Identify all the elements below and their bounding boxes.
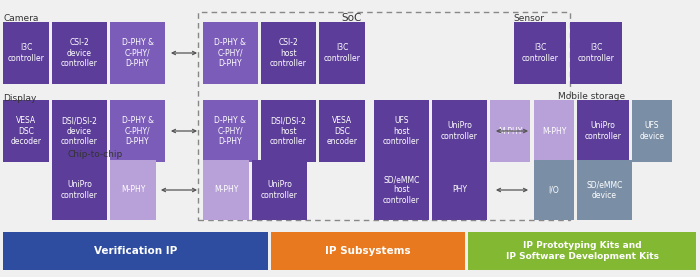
Bar: [261, 100, 316, 162]
Text: Chip-to-chip: Chip-to-chip: [68, 150, 123, 159]
Bar: [52, 22, 107, 84]
Bar: [110, 100, 165, 162]
Bar: [319, 22, 365, 84]
Text: UniPro
controller: UniPro controller: [61, 180, 98, 200]
Bar: [432, 100, 487, 162]
Text: UFS
device: UFS device: [640, 121, 664, 141]
Text: I/O: I/O: [549, 186, 559, 194]
Text: SD/eMMC
host
controller: SD/eMMC host controller: [383, 175, 420, 205]
Bar: [261, 22, 316, 84]
Text: I3C
controller: I3C controller: [8, 43, 44, 63]
Bar: [570, 22, 622, 84]
Text: CSI-2
host
controller: CSI-2 host controller: [270, 38, 307, 68]
Bar: [374, 160, 429, 220]
Text: I3C
controller: I3C controller: [323, 43, 360, 63]
Text: SoC: SoC: [342, 13, 362, 23]
Text: IP Subsystems: IP Subsystems: [326, 246, 411, 256]
Text: UniPro
controller: UniPro controller: [441, 121, 478, 141]
Bar: [632, 100, 672, 162]
Text: Camera: Camera: [3, 14, 38, 23]
Text: M-PHY: M-PHY: [214, 186, 238, 194]
Text: M-PHY: M-PHY: [121, 186, 145, 194]
Text: D-PHY &
C-PHY/
D-PHY: D-PHY & C-PHY/ D-PHY: [214, 38, 246, 68]
Text: Mobile storage: Mobile storage: [558, 92, 625, 101]
Text: M-PHY: M-PHY: [542, 127, 566, 135]
Bar: [3, 232, 268, 270]
Text: IP Prototyping Kits and
IP Software Development Kits: IP Prototyping Kits and IP Software Deve…: [505, 241, 659, 261]
Text: UniPro
controller: UniPro controller: [584, 121, 622, 141]
Bar: [203, 100, 258, 162]
Text: D-PHY &
C-PHY/
D-PHY: D-PHY & C-PHY/ D-PHY: [122, 116, 153, 146]
Bar: [3, 100, 49, 162]
Text: SD/eMMC
device: SD/eMMC device: [587, 180, 623, 200]
Bar: [52, 160, 107, 220]
Bar: [577, 160, 632, 220]
Text: Sensor: Sensor: [513, 14, 544, 23]
Bar: [534, 160, 574, 220]
Text: I3C
controller: I3C controller: [578, 43, 615, 63]
Text: D-PHY &
C-PHY/
D-PHY: D-PHY & C-PHY/ D-PHY: [122, 38, 153, 68]
Bar: [52, 100, 107, 162]
Text: Display: Display: [3, 94, 36, 103]
Text: Verification IP: Verification IP: [94, 246, 177, 256]
Bar: [432, 160, 487, 220]
Text: VESA
DSC
decoder: VESA DSC decoder: [10, 116, 41, 146]
Bar: [203, 22, 258, 84]
Text: I3C
controller: I3C controller: [522, 43, 559, 63]
Text: PHY: PHY: [452, 186, 467, 194]
Bar: [577, 100, 629, 162]
Text: VESA
DSC
encoder: VESA DSC encoder: [326, 116, 358, 146]
Bar: [319, 100, 365, 162]
Bar: [514, 22, 566, 84]
Text: DSI/DSI-2
device
controller: DSI/DSI-2 device controller: [61, 116, 98, 146]
Text: D-PHY &
C-PHY/
D-PHY: D-PHY & C-PHY/ D-PHY: [214, 116, 246, 146]
Bar: [534, 100, 574, 162]
Bar: [252, 160, 307, 220]
Bar: [110, 22, 165, 84]
Bar: [198, 12, 570, 220]
Text: CSI-2
device
controller: CSI-2 device controller: [61, 38, 98, 68]
Bar: [3, 22, 49, 84]
Text: M-PHY: M-PHY: [498, 127, 522, 135]
Bar: [468, 232, 696, 270]
Bar: [490, 100, 530, 162]
Bar: [203, 160, 249, 220]
Bar: [374, 100, 429, 162]
Bar: [110, 160, 156, 220]
Text: DSI/DSI-2
host
controller: DSI/DSI-2 host controller: [270, 116, 307, 146]
Text: UFS
host
controller: UFS host controller: [383, 116, 420, 146]
Text: UniPro
controller: UniPro controller: [261, 180, 298, 200]
Bar: [271, 232, 465, 270]
